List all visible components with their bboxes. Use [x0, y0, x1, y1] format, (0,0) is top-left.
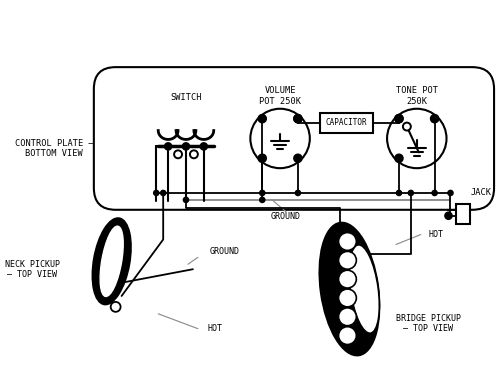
- FancyBboxPatch shape: [94, 67, 494, 210]
- Circle shape: [445, 212, 452, 219]
- Circle shape: [294, 154, 302, 162]
- Circle shape: [258, 154, 266, 162]
- Text: GROUND: GROUND: [210, 247, 240, 256]
- Text: BRIDGE PICKUP
– TOP VIEW: BRIDGE PICKUP – TOP VIEW: [396, 314, 461, 333]
- Circle shape: [395, 115, 403, 123]
- Circle shape: [164, 143, 172, 150]
- Circle shape: [190, 150, 198, 158]
- Text: HOT: HOT: [428, 230, 444, 239]
- Circle shape: [260, 197, 264, 202]
- Circle shape: [338, 232, 356, 250]
- Text: SWITCH: SWITCH: [170, 93, 202, 102]
- Circle shape: [184, 197, 188, 202]
- Circle shape: [250, 109, 310, 168]
- Circle shape: [403, 123, 411, 130]
- Circle shape: [432, 190, 437, 195]
- Circle shape: [258, 115, 266, 123]
- Circle shape: [338, 308, 356, 326]
- Ellipse shape: [92, 218, 131, 304]
- Circle shape: [294, 115, 302, 123]
- Text: VOLUME
POT 250K: VOLUME POT 250K: [259, 86, 301, 106]
- Circle shape: [296, 190, 300, 195]
- Text: JACK: JACK: [470, 189, 492, 198]
- Circle shape: [294, 115, 302, 123]
- Circle shape: [160, 190, 166, 195]
- Circle shape: [338, 270, 356, 288]
- Circle shape: [430, 115, 438, 123]
- Circle shape: [396, 190, 402, 195]
- Circle shape: [338, 251, 356, 269]
- FancyBboxPatch shape: [456, 204, 470, 224]
- Ellipse shape: [320, 223, 380, 356]
- Circle shape: [387, 109, 446, 168]
- Circle shape: [338, 327, 356, 345]
- Text: GROUND: GROUND: [271, 212, 301, 221]
- Text: TONE POT
250K: TONE POT 250K: [396, 86, 438, 106]
- Circle shape: [260, 190, 264, 195]
- Circle shape: [174, 150, 182, 158]
- FancyBboxPatch shape: [320, 113, 373, 132]
- Circle shape: [408, 190, 414, 195]
- Circle shape: [110, 302, 120, 312]
- Ellipse shape: [100, 226, 123, 297]
- Circle shape: [154, 190, 158, 195]
- Circle shape: [395, 115, 403, 123]
- Text: HOT: HOT: [208, 324, 223, 333]
- Circle shape: [200, 143, 207, 150]
- Circle shape: [182, 143, 190, 150]
- Text: CONTROL PLATE –
BOTTOM VIEW: CONTROL PLATE – BOTTOM VIEW: [15, 139, 94, 158]
- Circle shape: [448, 190, 453, 195]
- Circle shape: [395, 154, 403, 162]
- Text: NECK PICKUP
– TOP VIEW: NECK PICKUP – TOP VIEW: [5, 260, 60, 279]
- Circle shape: [338, 289, 356, 307]
- Ellipse shape: [349, 245, 380, 333]
- Text: CAPACITOR: CAPACITOR: [326, 118, 368, 127]
